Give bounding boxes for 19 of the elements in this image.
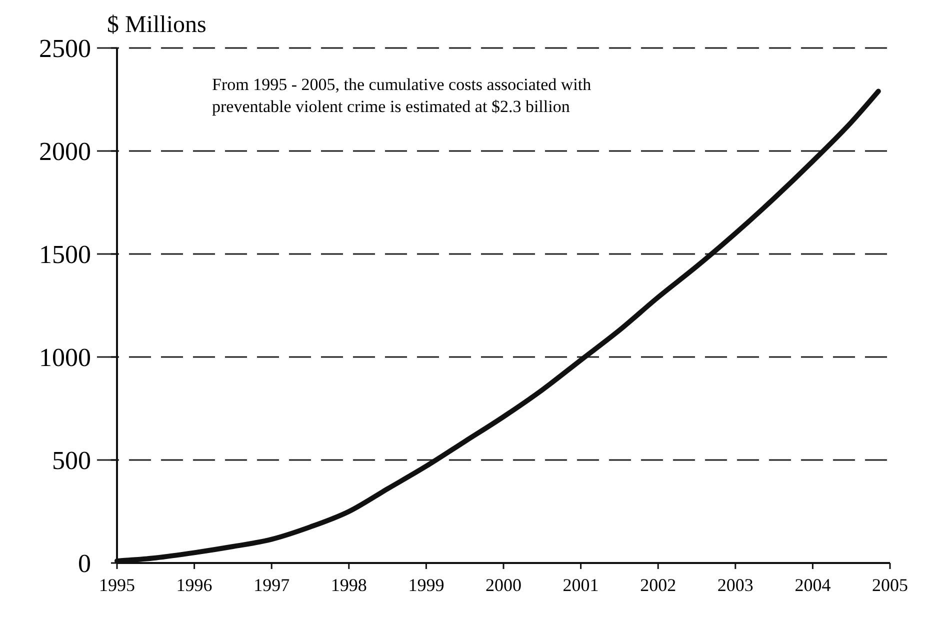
y-tick-label: 2500 [39, 34, 91, 64]
annotation: From 1995 - 2005, the cumulative costs associated with preventable violent crime is estimated at $2.3 billion [212, 75, 592, 116]
x-tick-label: 2003 [717, 575, 754, 595]
y-tick-label: 1000 [39, 343, 91, 372]
x-tick-label: 1997 [254, 575, 290, 595]
x-tick-label: 1996 [176, 575, 212, 595]
y-tick-label: 1500 [39, 240, 91, 270]
x-tick-label: 2001 [562, 575, 599, 595]
x-tick-label: 1995 [99, 575, 135, 595]
y-tick-label: 0 [78, 549, 91, 578]
x-tick-label: 2002 [640, 575, 676, 595]
x-tick-label: 2005 [872, 575, 908, 595]
x-tick-label: 2000 [486, 575, 522, 595]
x-tick-label: 1999 [408, 575, 444, 595]
y-tick-label: 500 [52, 446, 91, 476]
y-tick-label: 2000 [39, 137, 91, 166]
y-axis-title: $ Millions [107, 12, 206, 38]
x-tick-label: 1998 [330, 575, 367, 595]
x-tick-label: 2004 [794, 575, 831, 595]
